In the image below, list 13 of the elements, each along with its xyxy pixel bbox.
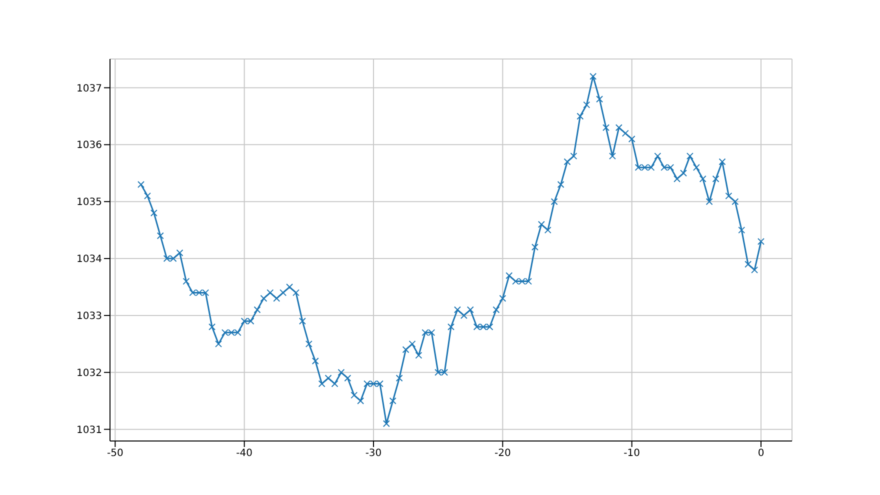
y-tick-label: 1031 (76, 424, 102, 436)
x-tick-label: 0 (758, 448, 764, 460)
y-tick-label: 1032 (76, 368, 102, 379)
y-tick-label: 1034 (76, 254, 102, 266)
x-tick-label: -40 (236, 448, 253, 460)
x-tick-label: -30 (365, 448, 382, 460)
y-tick-label: 1037 (76, 83, 102, 94)
x-tick-label: -50 (106, 448, 124, 460)
y-tick-label: 1036 (76, 140, 102, 152)
x-tick-label: -20 (494, 448, 511, 460)
y-tick-label: 1033 (76, 311, 102, 322)
x-tick-label: -10 (624, 448, 640, 460)
y-tick-label: 1035 (76, 197, 102, 208)
